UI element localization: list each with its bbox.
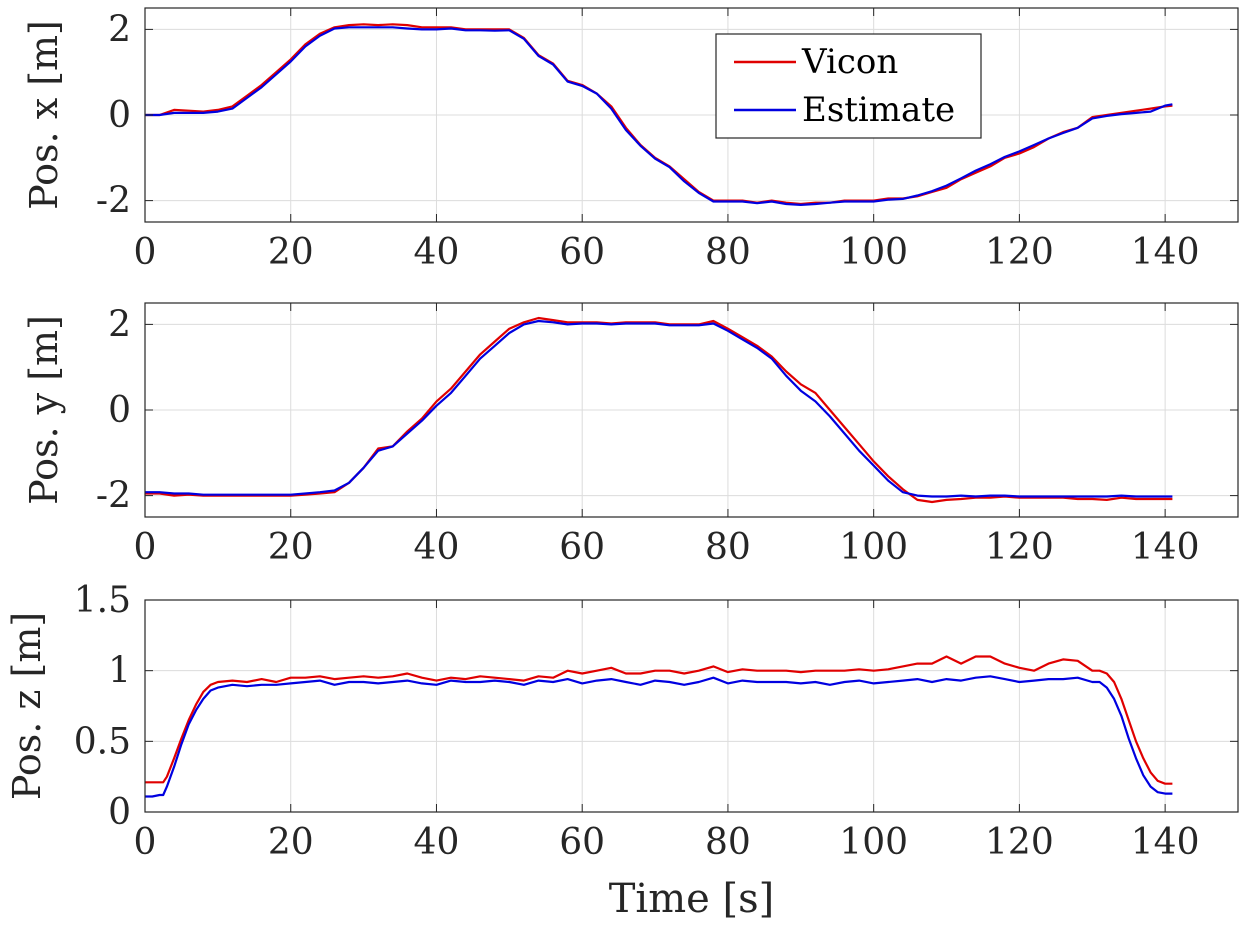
pos-z-ytick-label: 1 (108, 651, 131, 692)
pos-z-xtick-label: 60 (559, 822, 605, 863)
pos-z-xtick-label: 0 (134, 822, 157, 863)
pos-x-series-vicon (145, 23, 1173, 206)
pos-y-ytick-label: 2 (108, 304, 131, 345)
pos-y-xtick-label: 60 (559, 527, 605, 568)
pos-x-xtick-label: 60 (559, 232, 605, 273)
pos-y-ylabel: Pos. y [m] (22, 315, 66, 505)
pos-x-ylabel: Pos. x [m] (22, 20, 66, 210)
pos-x-ytick-label: 2 (108, 9, 131, 50)
pos-z-series-estimate (145, 675, 1173, 798)
pos-y-xtick-label: 100 (839, 527, 908, 568)
pos-x-xtick-label: 0 (134, 232, 157, 273)
pos-z-xtick-label: 120 (985, 822, 1054, 863)
pos-z-ytick-label: 0 (108, 792, 131, 833)
pos-z-xtick-label: 80 (705, 822, 751, 863)
pos-z-xtick-label: 20 (268, 822, 314, 863)
pos-y-xtick-label: 140 (1131, 527, 1200, 568)
pos-y-ytick-label: -2 (96, 476, 131, 517)
pos-y-xtick-label: 120 (985, 527, 1054, 568)
pos-x-xtick-label: 20 (268, 232, 314, 273)
pos-y-xtick-label: 80 (705, 527, 751, 568)
pos-z-ytick-label: 1.5 (74, 580, 131, 621)
pos-z-axes-frame (144, 599, 1239, 813)
pos-x-xtick-label: 100 (839, 232, 908, 273)
pos-x-xtick-label: 140 (1131, 232, 1200, 273)
pos-x-ytick-label: -2 (96, 181, 131, 222)
pos-z-xtick-label: 140 (1131, 822, 1200, 863)
pos-x-xtick-label: 80 (705, 232, 751, 273)
pos-y-xtick-label: 20 (268, 527, 314, 568)
pos-y-series-estimate (145, 319, 1173, 498)
pos-x-ytick-label: 0 (108, 95, 131, 136)
pos-z-ytick-label: 0.5 (74, 721, 131, 762)
pos-z-xtick-label: 100 (839, 822, 908, 863)
legend-box (715, 33, 982, 139)
pos-z-xtick-label: 40 (414, 822, 460, 863)
legend-estimate-label: Estimate (802, 90, 955, 130)
pos-x-series-estimate (145, 26, 1173, 206)
pos-y-ytick-label: 0 (108, 390, 131, 431)
pos-y-xtick-label: 0 (134, 527, 157, 568)
pos-z-ylabel: Pos. z [m] (5, 612, 49, 800)
pos-z-series-vicon (145, 655, 1173, 785)
pos-z-xlabel: Time [s] (609, 876, 775, 922)
pos-x-xtick-label: 40 (414, 232, 460, 273)
pos-x-xtick-label: 120 (985, 232, 1054, 273)
legend-vicon-label: Vicon (801, 42, 898, 82)
pos-y-xtick-label: 40 (414, 527, 460, 568)
